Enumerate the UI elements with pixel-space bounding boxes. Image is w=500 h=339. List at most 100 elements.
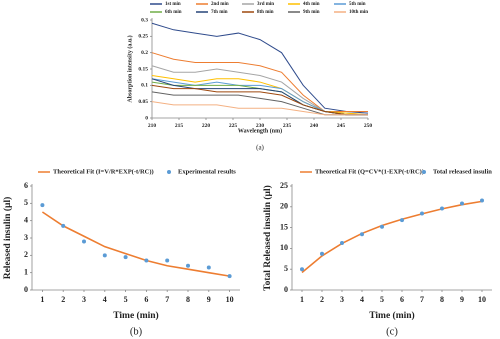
y-tick-label: 20 <box>280 202 288 211</box>
legend-label: 4th min <box>303 2 320 7</box>
legend-label: 8th min <box>257 10 274 15</box>
data-point <box>320 251 324 256</box>
legend-label: Total released insulin <box>433 168 492 175</box>
x-tick-label: 245 <box>337 123 346 129</box>
data-point <box>40 203 45 208</box>
x-axis-label: Time (min) <box>113 310 158 321</box>
legend-label: 3rd min <box>257 2 274 7</box>
x-tick-label: 220 <box>202 123 211 129</box>
x-tick-label: 1 <box>300 295 304 304</box>
y-tick-label: 4 <box>24 215 28 224</box>
x-tick-label: 2 <box>61 295 65 304</box>
y-tick-label: 0.2 <box>141 50 148 56</box>
data-point <box>440 206 444 211</box>
data-point <box>360 232 364 237</box>
y-tick-label: 0 <box>24 285 28 294</box>
x-tick-label: 2 <box>320 295 324 304</box>
x-tick-label: 235 <box>283 123 292 129</box>
data-point <box>206 265 211 270</box>
x-tick-label: 5 <box>124 295 128 304</box>
y-tick-label: 0.25 <box>138 34 148 40</box>
y-tick-label: 0.3 <box>141 17 148 23</box>
data-point <box>300 267 304 272</box>
x-axis-label: Wavelength (nm) <box>238 127 282 134</box>
y-tick-label: 3 <box>24 233 28 242</box>
y-tick-label: 15 <box>280 222 288 231</box>
data-point <box>227 274 232 279</box>
data-point <box>460 201 464 206</box>
x-tick-label: 1 <box>40 295 44 304</box>
x-tick-label: 6 <box>144 295 148 304</box>
x-tick-label: 4 <box>103 295 107 304</box>
panel-caption: (c) <box>386 326 398 337</box>
series-line <box>301 200 483 274</box>
data-point <box>82 239 86 244</box>
y-tick-label: 5 <box>284 264 288 273</box>
x-tick-label: 8 <box>186 295 190 304</box>
data-point <box>144 258 149 263</box>
series-line <box>151 84 368 116</box>
x-tick-label: 3 <box>82 295 86 304</box>
x-tick-label: 10 <box>226 295 234 304</box>
x-tick-label: 10 <box>478 295 486 304</box>
y-tick-label: 0.05 <box>138 99 148 105</box>
data-point <box>380 224 384 229</box>
x-tick-label: 225 <box>229 123 238 129</box>
legend-label: 7th min <box>211 10 228 15</box>
y-tick-label: 10 <box>280 243 288 252</box>
x-tick-label: 230 <box>256 123 265 129</box>
legend-label: 1st min <box>165 2 181 7</box>
legend-label: 2nd min <box>211 2 229 7</box>
y-tick-label: 0 <box>284 285 288 294</box>
legend-label: Theoretical Fit (I=V/R*EXP(-t/RC)) <box>53 168 154 175</box>
data-point <box>480 198 484 203</box>
y-tick-label: 0.1 <box>141 83 148 89</box>
x-tick-label: 9 <box>460 295 464 304</box>
y-tick-label: 0 <box>145 115 148 121</box>
legend-label: Theoretical Fit (Q=CV*(1-EXP(-t/RC)) <box>315 168 424 175</box>
series-line <box>41 211 230 277</box>
data-point <box>102 253 107 258</box>
y-tick-label: 6 <box>24 181 28 190</box>
data-point <box>186 263 190 268</box>
x-tick-label: 6 <box>400 295 404 304</box>
x-tick-label: 215 <box>175 123 184 129</box>
legend-swatch <box>422 170 426 174</box>
y-axis-label: Released insulin (µl) <box>2 197 13 280</box>
legend-label: 5th min <box>349 2 366 7</box>
y-axis-label: Absorption intensity (a.u.) <box>126 35 133 102</box>
series-line <box>151 52 368 112</box>
series-line <box>151 75 369 116</box>
x-tick-label: 210 <box>148 123 157 129</box>
x-tick-label: 3 <box>340 295 344 304</box>
data-point <box>400 218 404 223</box>
x-axis-label: Time (min) <box>369 310 414 321</box>
y-tick-label: 25 <box>280 181 288 190</box>
x-tick-label: 4 <box>360 295 364 304</box>
y-tick-label: 5 <box>24 198 28 207</box>
data-point <box>61 223 66 228</box>
data-point <box>340 240 344 245</box>
x-tick-label: 8 <box>440 295 444 304</box>
y-tick-label: 1 <box>24 267 28 276</box>
y-tick-label: 0.15 <box>138 66 148 72</box>
x-tick-label: 9 <box>207 295 211 304</box>
legend-label: 6th min <box>165 10 182 15</box>
y-tick-label: 2 <box>24 250 28 259</box>
data-point <box>420 211 424 216</box>
series-line <box>151 22 369 114</box>
x-tick-label: 7 <box>165 295 169 304</box>
legend-label: 10th min <box>349 10 368 15</box>
panel-caption: (b) <box>130 326 143 337</box>
data-point <box>123 255 128 260</box>
x-tick-label: 5 <box>380 295 384 304</box>
x-tick-label: 7 <box>420 295 424 304</box>
series-line <box>151 101 368 116</box>
legend-label: 9th min <box>303 10 320 15</box>
y-axis-label: Total Released insulin (µl) <box>262 185 273 291</box>
x-tick-label: 250 <box>364 123 373 129</box>
legend-label: Experimental results <box>178 168 236 175</box>
x-tick-label: 240 <box>310 123 319 129</box>
